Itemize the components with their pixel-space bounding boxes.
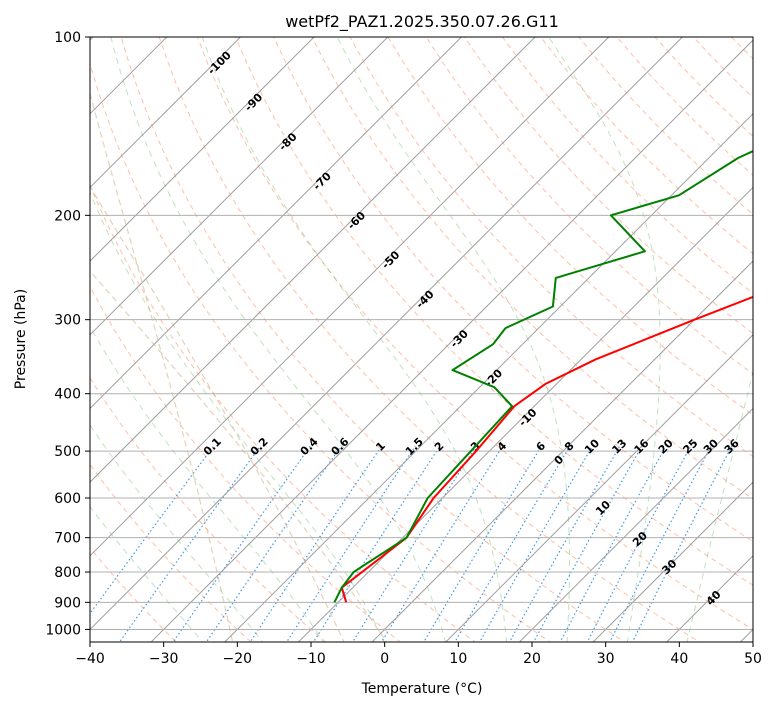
y-tick-label: 900 xyxy=(54,595,81,611)
ice-curve-line xyxy=(90,270,388,642)
dry-adiabat-line xyxy=(90,463,252,642)
y-tick-label: 300 xyxy=(54,313,81,329)
x-tick-label: −20 xyxy=(223,651,253,667)
y-axis-label: Pressure (hPa) xyxy=(13,289,29,389)
isotherm-line xyxy=(445,334,753,642)
isotherm-line xyxy=(224,113,753,642)
mixing-ratio-line xyxy=(249,445,383,642)
x-axis-label: Temperature (°C) xyxy=(361,681,483,697)
dewpoint-profile-line xyxy=(333,150,753,603)
isotherm-line xyxy=(90,37,315,262)
dry-adiabat-line xyxy=(273,37,753,543)
dry-adiabat-line xyxy=(120,37,626,642)
dry-adiabat-line xyxy=(234,37,753,586)
isotherm-line xyxy=(90,37,536,483)
ice-curve-line xyxy=(90,91,234,642)
dry-adiabat-line xyxy=(387,37,753,416)
x-tick-label: 30 xyxy=(597,651,615,667)
plot-frame xyxy=(89,36,754,643)
moist-adiabat-line xyxy=(90,424,264,642)
isotherm-line xyxy=(371,260,753,642)
y-tick-label: 1000 xyxy=(45,622,81,638)
x-tick-label: 40 xyxy=(670,651,688,667)
moist-adiabat-line xyxy=(90,191,385,642)
x-tick-label: −30 xyxy=(149,651,179,667)
mixing-ratio-line xyxy=(631,445,733,642)
y-tick-label: 600 xyxy=(54,491,81,507)
dry-adiabat-line xyxy=(349,37,753,458)
dry-adiabat-line xyxy=(311,37,753,500)
x-tick-label: 0 xyxy=(380,651,389,667)
y-tick-label: 800 xyxy=(54,565,81,581)
y-tick-label: 400 xyxy=(54,387,81,403)
y-tick-label: 700 xyxy=(54,531,81,547)
y-tick-label: 200 xyxy=(54,208,81,224)
x-tick-label: −40 xyxy=(75,651,105,667)
x-tick-label: 50 xyxy=(744,651,762,667)
x-tick-label: 10 xyxy=(449,651,467,667)
chart-title: wetPf2_PAZ1.2025.350.07.26.G11 xyxy=(285,12,559,32)
isotherm-line xyxy=(592,481,753,642)
isotherm-line xyxy=(90,37,463,410)
dry-adiabat-line xyxy=(90,62,551,642)
x-tick-label: −10 xyxy=(296,651,326,667)
isotherm-line xyxy=(90,37,684,631)
isotherm-line xyxy=(90,37,389,336)
y-tick-label: 500 xyxy=(54,444,81,460)
isotherm-line xyxy=(90,37,610,557)
isotherm-line xyxy=(518,407,753,642)
moist-adiabat-line xyxy=(90,325,324,642)
dry-adiabat-line xyxy=(90,285,402,642)
mixing-ratio-line xyxy=(205,445,342,642)
isotherm-line xyxy=(90,37,242,189)
dry-adiabat-line xyxy=(90,183,476,642)
y-tick-label: 100 xyxy=(54,30,81,46)
dry-adiabat-line xyxy=(463,37,753,335)
dry-adiabat-line xyxy=(158,37,701,642)
ice-curve-line xyxy=(90,185,345,642)
moist-adiabat-line xyxy=(110,37,447,642)
isotherm-line xyxy=(150,39,753,642)
dry-adiabat-line xyxy=(196,37,753,630)
x-tick-label: 20 xyxy=(523,651,541,667)
